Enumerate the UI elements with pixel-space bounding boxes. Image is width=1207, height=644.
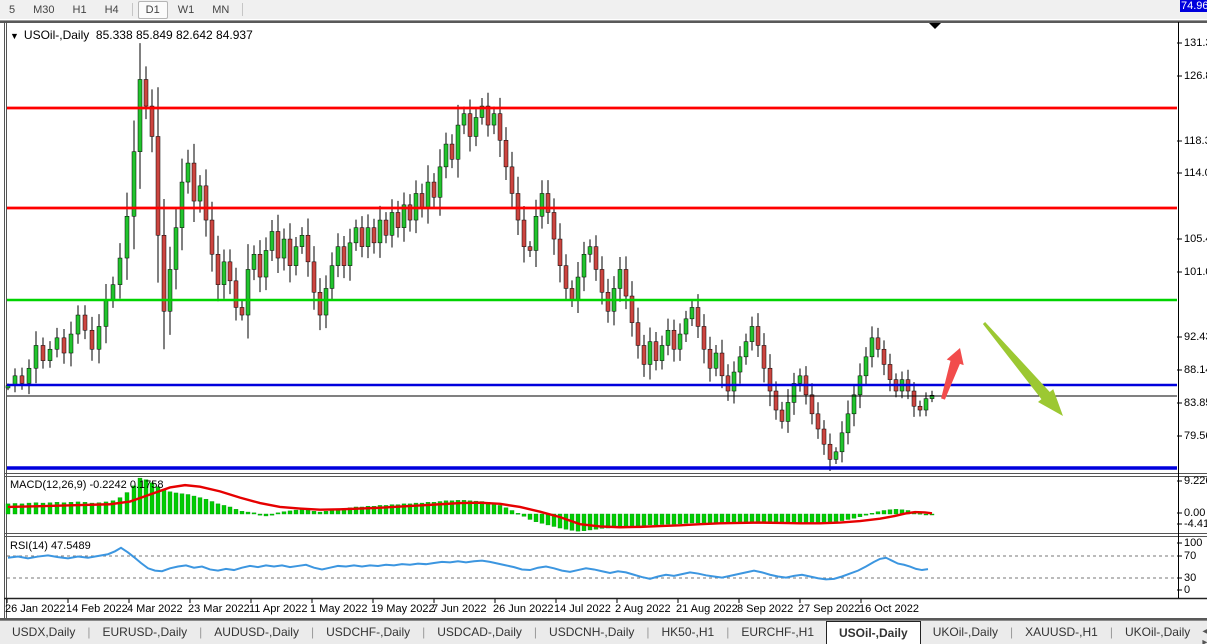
chart-title-text: USOil-,Daily 85.338 85.849 82.642 84.937 xyxy=(23,28,253,42)
symbol-tab-xauusdh1-10[interactable]: XAUUSD-,H1 xyxy=(1025,625,1098,639)
macd-axis-label: 9.2266 xyxy=(1184,475,1207,487)
price-axis-label: 79.560 xyxy=(1184,430,1207,442)
symbol-tab-hk50h1-6[interactable]: HK50-,H1 xyxy=(661,625,715,639)
tab-separator: | xyxy=(310,625,315,639)
macd-axis-label: 0.00 xyxy=(1184,507,1206,519)
symbol-tab-usdcnhdaily-5[interactable]: USDCNH-,Daily xyxy=(549,625,635,639)
price-axis-label: 92.430 xyxy=(1184,331,1207,343)
tab-scroll-arrows[interactable]: ◂ ▸ xyxy=(1202,621,1207,644)
rsi-axis-label: 30 xyxy=(1184,572,1197,584)
date-label: 11 Apr 2022 xyxy=(249,603,308,615)
period-button-mn[interactable]: MN xyxy=(212,3,230,16)
price-axis-label: 88.140 xyxy=(1184,364,1207,376)
date-label: 26 Jan 2022 xyxy=(5,603,66,615)
period-button-h1[interactable]: H1 xyxy=(72,3,87,16)
price-axis-label: 131.300 xyxy=(1184,37,1207,49)
period-button-5[interactable]: 5 xyxy=(9,3,16,16)
rsi-indicator-label: RSI(14) 47.5489 xyxy=(10,540,91,552)
timeframe-toolbar: 5 M30 H1 H4 D1 W1 MN xyxy=(0,0,1207,19)
symbol-tab-ukoildaily-9[interactable]: UKOil-,Daily xyxy=(932,625,999,639)
date-label: 1 May 2022 xyxy=(310,603,368,615)
tab-separator: | xyxy=(1109,625,1113,639)
tab-separator: | xyxy=(646,625,650,639)
price-axis-label: 114.010 xyxy=(1184,167,1207,179)
symbol-tab-bar: USDX,Daily | EURUSD-,Daily | AUDUSD-,Daily | U… xyxy=(0,620,1207,644)
symbol-tab-usoildaily-8[interactable]: USOil-,Daily xyxy=(826,621,921,644)
tab-separator: | xyxy=(1010,625,1014,639)
down-arrow[interactable] xyxy=(982,322,1063,416)
period-button-d1[interactable]: D1 xyxy=(137,0,168,19)
chart-title: ▼ USOil-,Daily 85.338 85.849 82.642 84.93… xyxy=(10,28,253,42)
rsi-axis-label: 70 xyxy=(1184,550,1197,562)
symbol-tab-eurusddaily-1[interactable]: EURUSD-,Daily xyxy=(102,625,188,639)
date-label: 19 May 2022 xyxy=(371,603,435,615)
date-label: 16 Oct 2022 xyxy=(859,603,919,615)
chevron-down-icon: ▼ xyxy=(10,31,19,41)
toolbar-separator xyxy=(242,3,244,16)
tab-separator: | xyxy=(199,625,203,639)
date-label: 14 Jul 2022 xyxy=(554,603,611,615)
tab-separator: | xyxy=(422,625,426,639)
macd-signal-line xyxy=(7,483,933,529)
date-label: 8 Sep 2022 xyxy=(737,603,794,615)
period-button-w1[interactable]: W1 xyxy=(177,3,195,16)
symbol-tab-usdxdaily-0[interactable]: USDX,Daily xyxy=(12,625,76,639)
date-label: 14 Feb 2022 xyxy=(66,603,128,615)
tab-separator: | xyxy=(533,625,538,639)
date-label: 4 Mar 2022 xyxy=(127,603,183,615)
macd-indicator-label: MACD(12,26,9) -0.2242 0.1758 xyxy=(10,479,164,491)
price-level-badge: 74.969 xyxy=(1180,0,1207,12)
period-button-m30[interactable]: M30 xyxy=(33,3,55,16)
price-axis-label: 105.430 xyxy=(1184,233,1207,245)
price-axis-label: 126.880 xyxy=(1184,70,1207,82)
price-axis-label: 83.850 xyxy=(1184,397,1207,409)
symbol-tab-usdchfdaily-3[interactable]: USDCHF-,Daily xyxy=(326,625,411,639)
date-label: 26 Jun 2022 xyxy=(493,603,554,615)
date-label: 27 Sep 2022 xyxy=(798,603,861,615)
price-axis-label: 118.300 xyxy=(1184,135,1207,147)
tab-separator: | xyxy=(726,625,730,639)
date-label: 23 Mar 2022 xyxy=(188,603,250,615)
macd-axis-label: -4.4188 xyxy=(1184,518,1207,530)
period-button-h4[interactable]: H4 xyxy=(104,3,119,16)
up-arrow[interactable] xyxy=(941,348,964,400)
date-label: 2 Aug 2022 xyxy=(615,603,671,615)
symbol-tab-audusddaily-2[interactable]: AUDUSD-,Daily xyxy=(214,625,299,639)
symbol-tab-ukoildaily-11[interactable]: UKOil-,Daily xyxy=(1124,625,1191,639)
date-label: 7 Jun 2022 xyxy=(432,603,487,615)
date-label: 21 Aug 2022 xyxy=(676,603,738,615)
rsi-line xyxy=(7,546,929,581)
rsi-axis-label: 0 xyxy=(1184,584,1191,596)
symbol-tab-eurchfh1-7[interactable]: EURCHF-,H1 xyxy=(741,625,814,639)
macd-histogram xyxy=(5,477,935,532)
tab-separator: | xyxy=(87,625,91,639)
symbol-tab-usdcaddaily-4[interactable]: USDCAD-,Daily xyxy=(437,625,522,639)
toolbar-separator xyxy=(131,3,133,16)
rsi-axis-label: 100 xyxy=(1184,537,1203,549)
price-axis-label: 101.010 xyxy=(1184,266,1207,278)
